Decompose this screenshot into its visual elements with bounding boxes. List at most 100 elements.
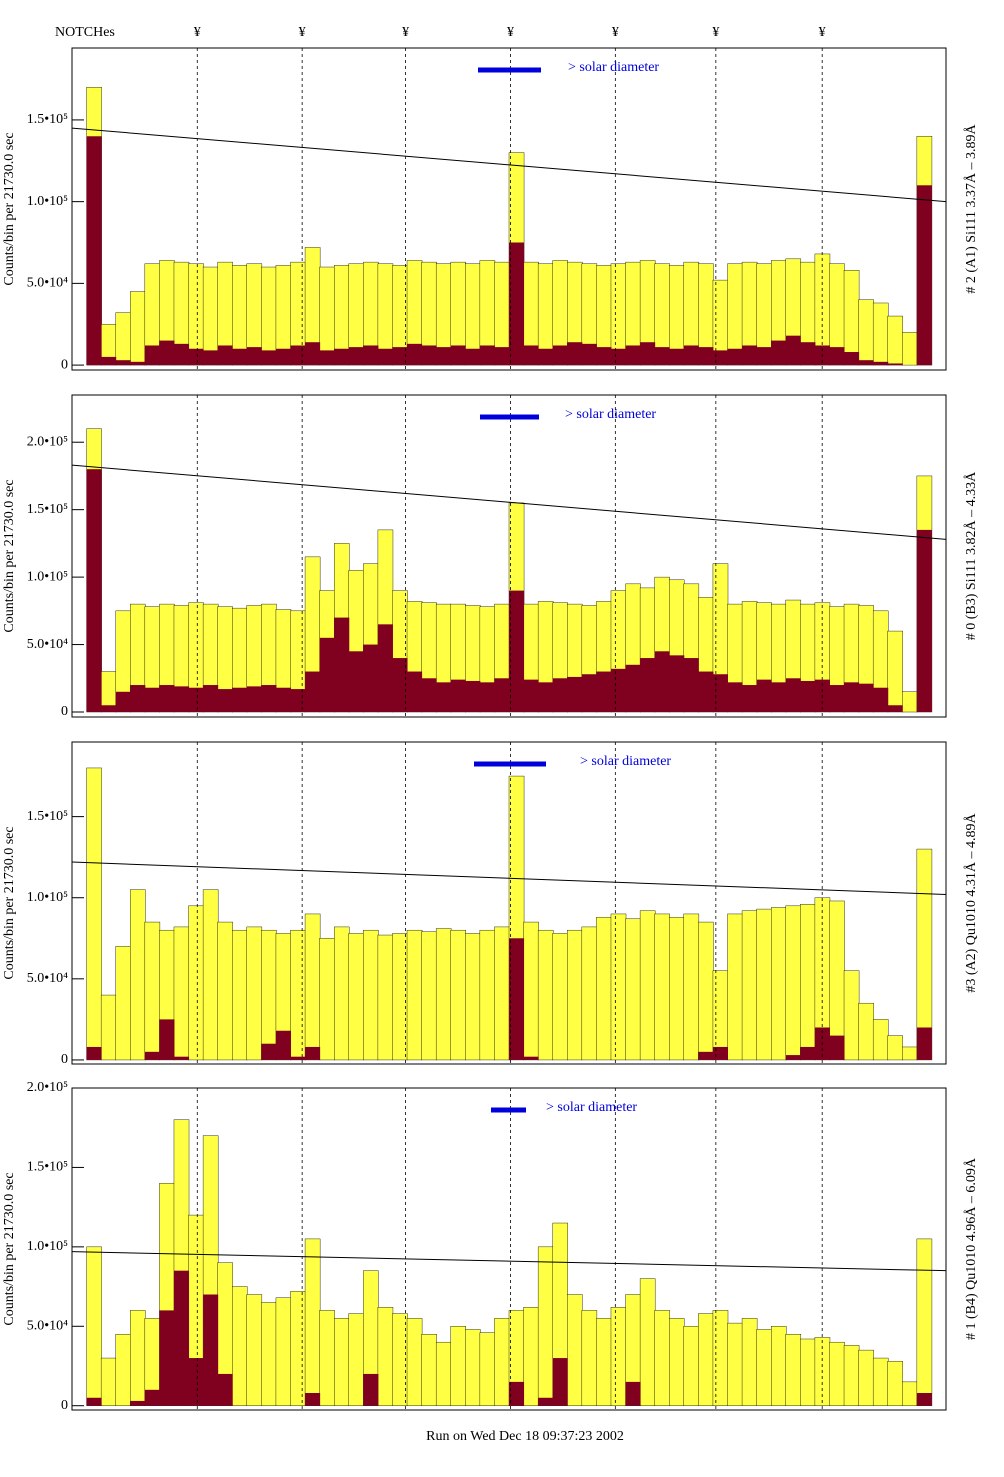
panel-label: #3 (A2) Qu1010 4.31Å – 4.89Å bbox=[963, 812, 979, 992]
histogram-bar bbox=[232, 687, 248, 713]
histogram-bar bbox=[275, 348, 291, 366]
histogram-bar bbox=[698, 671, 714, 713]
histogram-bar bbox=[596, 347, 612, 366]
histogram-bar bbox=[741, 910, 758, 1061]
histogram-bar bbox=[465, 680, 481, 713]
histogram-bar bbox=[654, 913, 670, 1061]
histogram-bar bbox=[610, 668, 627, 713]
histogram-bar bbox=[537, 929, 554, 1061]
histogram-bar bbox=[843, 270, 860, 366]
histogram-bar bbox=[203, 1294, 219, 1406]
y-tick-label: 1.0•10⁵ bbox=[27, 569, 68, 584]
histogram-bar bbox=[639, 910, 656, 1061]
histogram-bar bbox=[916, 529, 932, 713]
histogram-bar bbox=[479, 682, 495, 713]
histogram-bar bbox=[858, 360, 874, 366]
notch-marker: ¥ bbox=[194, 25, 201, 40]
plot-frame bbox=[71, 47, 947, 371]
histogram-bar bbox=[537, 1246, 554, 1406]
histogram-bar bbox=[712, 674, 728, 713]
histogram-bar bbox=[100, 1357, 117, 1406]
histogram-bar bbox=[902, 1381, 918, 1406]
histogram-bar bbox=[377, 348, 393, 366]
histogram-bar bbox=[130, 889, 146, 1061]
histogram-bar bbox=[800, 904, 816, 1061]
histogram-bar bbox=[246, 926, 263, 1061]
histogram-bar bbox=[115, 946, 131, 1061]
histogram-bar bbox=[538, 682, 554, 713]
histogram-bar bbox=[552, 345, 568, 366]
histogram-bar bbox=[610, 913, 627, 1061]
histogram-bar bbox=[436, 347, 452, 366]
histogram-bar bbox=[698, 347, 714, 366]
notch-marker: ¥ bbox=[819, 25, 826, 40]
histogram-bar bbox=[712, 350, 728, 366]
histogram-bar bbox=[552, 678, 568, 713]
histogram-bar bbox=[392, 347, 408, 366]
notch-marker: ¥ bbox=[712, 25, 719, 40]
y-tick-label: 1.0•10⁵ bbox=[27, 194, 68, 209]
histogram-bar bbox=[144, 687, 160, 713]
histogram-bar bbox=[640, 342, 656, 366]
histogram-bar bbox=[421, 678, 437, 713]
histogram-bar bbox=[712, 1310, 729, 1406]
histogram-bar bbox=[567, 676, 583, 713]
y-tick-label: 2.0•10⁵ bbox=[27, 434, 68, 449]
histogram-bar bbox=[523, 1307, 539, 1406]
histogram-bar bbox=[334, 348, 350, 366]
histogram-bar bbox=[159, 340, 175, 366]
solar-diameter-label: > solar diameter bbox=[546, 1100, 637, 1115]
histogram-bar bbox=[435, 928, 452, 1061]
histogram-bar bbox=[406, 929, 423, 1061]
y-tick-label: 2.0•10⁵ bbox=[27, 1080, 68, 1095]
y-tick-label: 1.5•10⁵ bbox=[27, 809, 68, 824]
histogram-bar bbox=[305, 342, 321, 366]
histogram-bar bbox=[334, 926, 350, 1061]
histogram-bar bbox=[625, 1381, 641, 1406]
histogram-bar bbox=[741, 1318, 758, 1406]
histogram-bar bbox=[610, 1307, 627, 1406]
histogram-bar bbox=[407, 343, 423, 366]
histogram-bar bbox=[873, 687, 889, 713]
histogram-bar bbox=[363, 1373, 379, 1406]
histogram-bar bbox=[698, 1051, 714, 1060]
histogram-bar bbox=[246, 686, 262, 713]
histogram-bar bbox=[261, 350, 277, 366]
histogram-bar bbox=[159, 1310, 175, 1406]
histogram-bar bbox=[130, 1400, 146, 1406]
histogram-bar bbox=[872, 302, 889, 366]
histogram-bar bbox=[159, 1019, 175, 1060]
histogram-bar bbox=[421, 1334, 437, 1406]
histogram-bar bbox=[203, 350, 219, 366]
y-axis-label: Counts/bin per 21730.0 sec bbox=[2, 826, 17, 979]
histogram-bar bbox=[538, 1397, 554, 1406]
histogram-bar bbox=[173, 1056, 190, 1060]
histogram-bar bbox=[406, 1318, 423, 1406]
histogram-bar bbox=[494, 1318, 510, 1406]
histogram-bar bbox=[305, 1046, 321, 1060]
histogram-bar bbox=[261, 1302, 277, 1406]
histogram-bar bbox=[101, 705, 117, 713]
histogram-bar bbox=[785, 1055, 801, 1060]
histogram-bar bbox=[800, 342, 816, 366]
histogram-bar bbox=[538, 348, 554, 366]
histogram-bar bbox=[625, 918, 641, 1061]
histogram-bar bbox=[130, 361, 146, 366]
histogram-bar bbox=[887, 1361, 904, 1406]
histogram-bar bbox=[727, 1322, 743, 1406]
histogram-bar bbox=[115, 1334, 131, 1406]
solar-diameter-label: > solar diameter bbox=[568, 60, 659, 75]
histogram-bar bbox=[86, 469, 102, 713]
histogram-bar bbox=[858, 683, 874, 713]
histogram-bar bbox=[450, 345, 466, 366]
histogram-bar bbox=[450, 679, 466, 713]
histogram-bar bbox=[144, 1051, 160, 1060]
histogram-bar bbox=[683, 345, 699, 366]
histogram-bar bbox=[86, 1397, 102, 1406]
histogram-bar bbox=[902, 691, 918, 713]
histogram-bar bbox=[771, 1326, 787, 1406]
histogram-bar bbox=[305, 1393, 321, 1406]
histogram-bar bbox=[319, 938, 335, 1061]
plot-frame bbox=[71, 394, 947, 718]
y-tick-label: 1.0•10⁵ bbox=[27, 890, 68, 905]
